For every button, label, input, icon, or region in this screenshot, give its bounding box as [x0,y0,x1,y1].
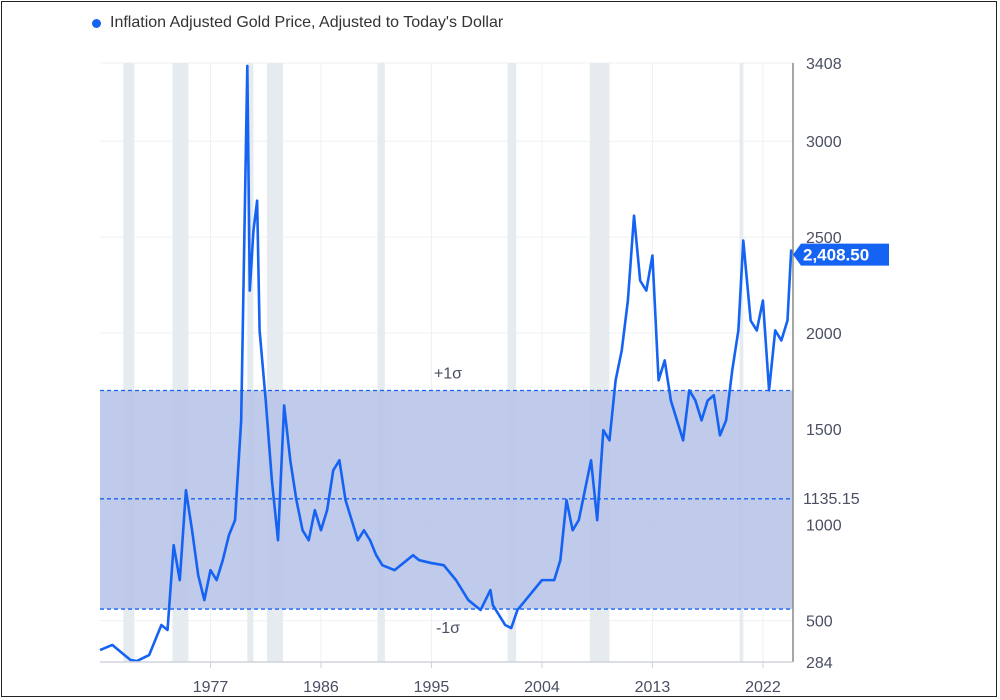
x-tick-label: 2013 [635,679,671,696]
y-tick-label: 284 [806,655,833,672]
recession-band [247,63,254,662]
x-tick-label: 2004 [524,679,560,696]
minus-sigma-label: -1σ [436,620,460,637]
recession-band [123,63,135,662]
plus-sigma-label: +1σ [434,365,462,382]
y-tick-label: 500 [806,614,833,631]
mean-label: 1135.15 [803,491,860,508]
x-tick-label: 1986 [303,679,339,696]
sigma-band [100,390,793,610]
legend-marker [92,18,101,28]
recession-band [377,63,385,662]
last-value-badge [793,243,889,266]
x-tick-label: 2022 [745,679,781,696]
price-line [99,64,794,663]
y-tick-label: 2000 [806,326,842,343]
y-tick-label: 3000 [806,134,842,151]
last-value-label: 2,408.50 [803,246,869,265]
y-tick-label: 1000 [806,518,842,535]
legend[interactable]: Inflation Adjusted Gold Price, Adjusted … [92,14,503,32]
x-tick-label: 1977 [193,679,229,696]
y-tick-label: 2500 [806,230,842,247]
recession-band [739,63,744,662]
recession-band [507,63,517,662]
legend-label: Inflation Adjusted Gold Price, Adjusted … [110,14,504,31]
y-tick-label: 1500 [806,422,842,439]
y-tick-label: 3408 [806,56,842,73]
x-tick-label: 1995 [414,679,450,696]
